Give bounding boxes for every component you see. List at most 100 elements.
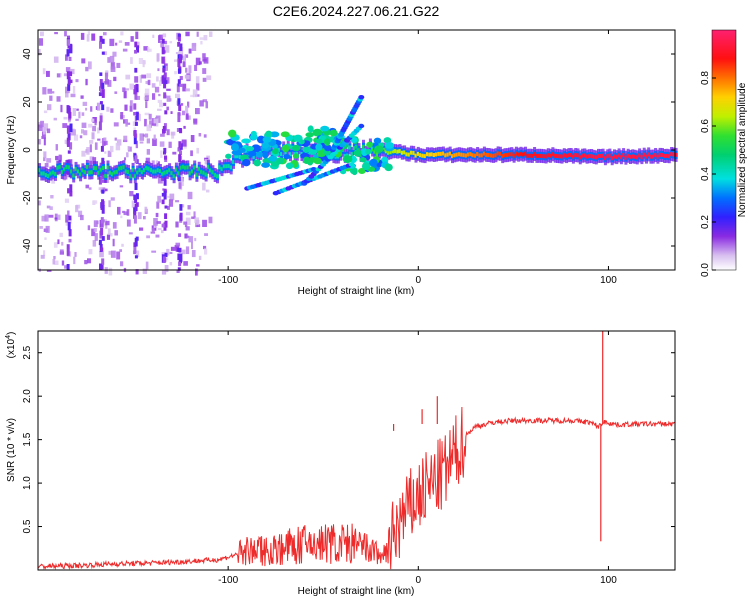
ridge-core: [127, 170, 130, 174]
ridge-blob: [230, 143, 240, 152]
noise-speckle: [49, 95, 53, 101]
ridge-core: [629, 155, 632, 159]
noise-speckle: [38, 49, 41, 56]
snr-ylabel: SNR (10 * v/v): [6, 418, 17, 482]
noise-speckle: [129, 105, 133, 112]
noise-speckle: [155, 212, 159, 218]
ridge-core: [92, 166, 96, 170]
noise-speckle: [123, 90, 127, 99]
ridge-blob: [283, 153, 291, 160]
ridge-core: [505, 153, 509, 158]
ridge-core: [601, 153, 605, 158]
noise-speckle: [167, 206, 170, 210]
snr-background: [38, 331, 675, 570]
noise-speckle: [85, 78, 88, 86]
ridge-core: [419, 153, 423, 158]
ridge-core: [624, 155, 628, 160]
noise-streak: [67, 188, 71, 194]
ridge-core: [184, 165, 187, 170]
ridge-core: [524, 151, 527, 156]
ridge-blob: [384, 142, 395, 149]
noise-speckle: [38, 200, 41, 206]
noise-speckle: [113, 122, 119, 127]
noise-speckle: [152, 138, 157, 147]
noise-speckle: [156, 161, 160, 164]
noise-speckle: [172, 151, 177, 155]
noise-streak: [164, 80, 168, 85]
noise-speckle: [116, 139, 122, 146]
ridge-core: [373, 149, 377, 154]
noise-speckle: [166, 129, 170, 136]
noise-speckle: [81, 122, 87, 129]
noise-speckle: [81, 112, 85, 116]
noise-speckle: [158, 35, 161, 43]
ridge-core: [79, 172, 83, 177]
noise-speckle: [185, 226, 190, 231]
noise-speckle: [181, 139, 187, 147]
noise-speckle: [107, 150, 112, 158]
noise-streak: [68, 57, 72, 61]
ridge-core: [448, 151, 452, 156]
ridge-core: [209, 168, 213, 173]
ridge-core: [85, 164, 89, 169]
noise-speckle: [94, 233, 98, 241]
noise-streak: [67, 83, 71, 91]
noise-speckle: [196, 224, 201, 228]
noise-speckle: [186, 74, 190, 80]
noise-streak: [133, 130, 137, 136]
noise-speckle: [188, 48, 192, 54]
noise-streak: [161, 57, 165, 64]
ridge-core: [124, 169, 128, 174]
ridge-core: [140, 170, 144, 175]
ridge-core: [574, 153, 578, 157]
noise-speckle: [91, 228, 96, 237]
noise-streak: [177, 79, 181, 87]
noise-speckle: [42, 131, 46, 139]
noise-speckle: [168, 199, 174, 207]
ridge-core: [213, 173, 217, 177]
noise-speckle: [105, 220, 110, 226]
spectrogram-ylabel: Frequency (Hz): [6, 116, 17, 185]
ridge-core: [252, 155, 256, 160]
noise-speckle: [142, 134, 146, 137]
ridge-core: [117, 166, 121, 171]
ridge-core: [76, 169, 80, 174]
noise-speckle: [190, 94, 194, 98]
ridge-core: [471, 153, 475, 158]
noise-streak: [133, 89, 137, 95]
colorbar-tick-label: 0.6: [700, 119, 711, 133]
noise-streak: [136, 45, 139, 53]
ridge-blob: [280, 131, 290, 138]
noise-speckle: [196, 83, 200, 91]
ridge-core: [619, 155, 623, 160]
ridge-core: [352, 146, 356, 151]
noise-speckle: [204, 159, 210, 165]
noise-speckle: [145, 95, 149, 100]
svg-text:(x104): (x104): [5, 332, 17, 359]
colorbar-tick-label: 0.4: [700, 167, 711, 181]
ridge-core: [54, 171, 57, 176]
ridge-core: [617, 153, 621, 158]
noise-speckle: [184, 233, 188, 239]
ridge-core: [122, 165, 126, 170]
noise-speckle: [51, 91, 55, 94]
colorbar-label: Normalized spectral amplitude: [737, 82, 748, 217]
noise-streak: [100, 247, 104, 252]
ridge-core: [88, 170, 92, 175]
snr-ytick-label: 1.5: [22, 432, 33, 446]
noise-speckle: [57, 239, 60, 245]
noise-speckle: [154, 86, 160, 93]
noise-streak: [177, 42, 181, 47]
noise-speckle: [166, 95, 171, 102]
noise-speckle: [110, 197, 115, 201]
noise-streak: [178, 233, 182, 237]
ridge-core: [387, 150, 391, 155]
noise-speckle: [120, 261, 124, 267]
colorbar-ticks: 0.0 0.2 0.4 0.6 0.8: [700, 71, 716, 277]
ridge-core: [172, 174, 176, 179]
ridge-blob: [303, 140, 311, 147]
noise-speckle: [97, 127, 100, 134]
ridge-core: [218, 165, 222, 170]
noise-speckle: [145, 261, 149, 270]
noise-speckle: [63, 116, 68, 120]
